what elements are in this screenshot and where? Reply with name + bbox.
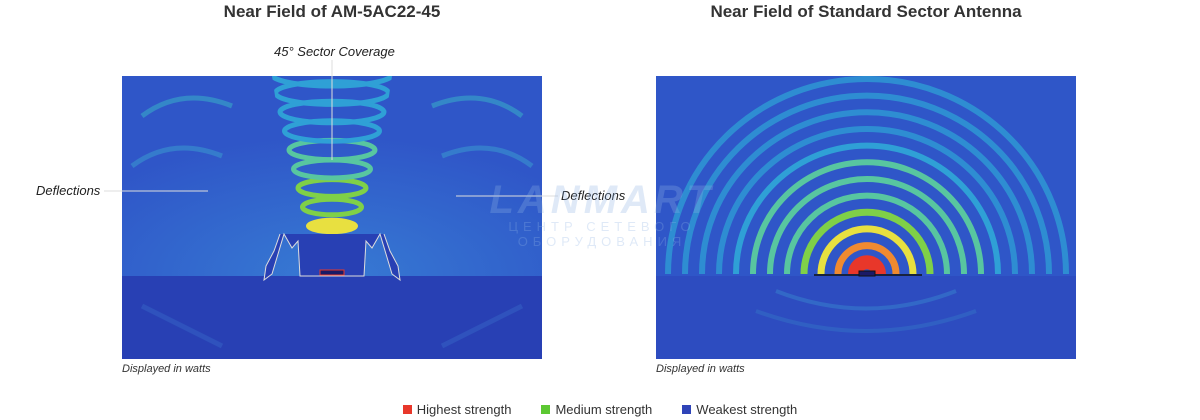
beam-wavefront — [300, 196, 364, 218]
legend-swatch-weakest — [682, 404, 692, 414]
legend-label-weakest: Weakest strength — [696, 401, 798, 417]
sector-coverage-label: 45° Sector Coverage — [274, 44, 395, 59]
sector-wavefront — [800, 208, 934, 275]
sector-wavefront — [817, 225, 917, 275]
sector-wavefront — [733, 142, 1001, 275]
sector-wavefront — [699, 109, 1035, 275]
right-field-plot — [656, 76, 1076, 359]
legend-label-medium: Medium strength — [555, 401, 653, 417]
right-units-caption: Displayed in watts — [656, 363, 745, 375]
beam-wavefront — [306, 217, 358, 235]
antenna-element — [858, 270, 876, 277]
rear-field — [656, 276, 1076, 359]
antenna-shield-outline — [263, 232, 401, 282]
right-deflections-label: Deflections — [561, 188, 626, 203]
left-units-caption: Displayed in watts — [122, 363, 211, 375]
right-panel-title: Near Field of Standard Sector Antenna — [710, 2, 1022, 21]
left-deflections-leader — [104, 190, 208, 192]
sector-wavefront — [682, 92, 1052, 275]
sector-wavefront — [834, 242, 900, 275]
rear-field — [122, 276, 542, 359]
right-deflections-leader — [456, 195, 558, 197]
legend-item-highest: Highest strength — [402, 400, 512, 418]
sector-wavefront — [750, 159, 984, 275]
sector-wavefront — [767, 175, 967, 275]
sector-wavefront — [848, 255, 886, 275]
sector-wavefront — [665, 76, 1069, 275]
sector-coverage-leader — [331, 60, 333, 160]
sector-wavefront — [716, 125, 1018, 275]
strength-legend: Highest strength Medium strength Weakest… — [0, 400, 1200, 418]
left-deflections-label: Deflections — [36, 183, 101, 198]
sector-wavefronts — [665, 76, 1069, 275]
sector-wavefront — [784, 192, 950, 275]
legend-item-weakest: Weakest strength — [682, 400, 797, 418]
legend-swatch-medium — [541, 404, 551, 414]
legend-item-medium: Medium strength — [541, 400, 652, 418]
antenna-element — [319, 269, 345, 276]
legend-label-highest: Highest strength — [416, 401, 512, 417]
legend-swatch-highest — [402, 404, 412, 414]
left-panel-title: Near Field of AM-5AC22-45 — [223, 2, 441, 21]
